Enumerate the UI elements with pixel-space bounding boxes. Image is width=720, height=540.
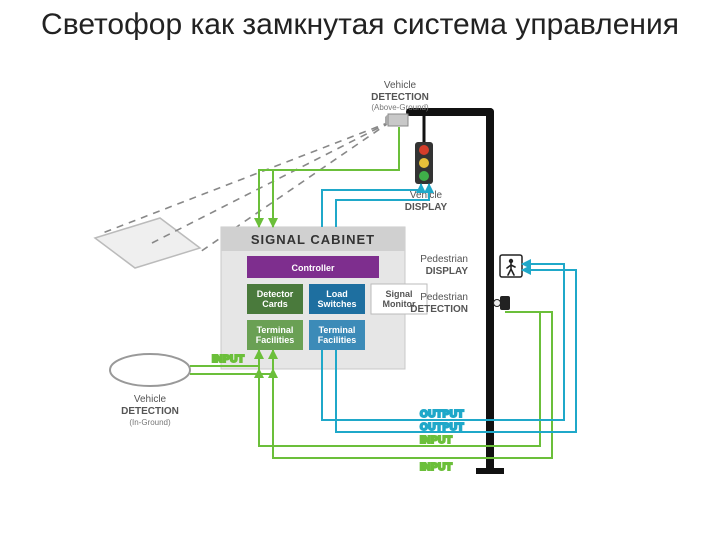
- svg-text:Switches: Switches: [317, 299, 356, 309]
- camera-icon: [385, 114, 408, 126]
- ground-loop-icon: [110, 354, 190, 386]
- ped-display-icon: [500, 255, 522, 277]
- svg-text:INPUT: INPUT: [420, 435, 453, 446]
- diagram-svg: SIGNAL CABINET Controller Detector Cards…: [0, 0, 720, 540]
- svg-text:DETECTION: DETECTION: [410, 304, 468, 315]
- fov-line: [100, 122, 390, 234]
- cabinet-title: SIGNAL CABINET: [251, 232, 375, 247]
- ped-button-icon: [494, 296, 511, 310]
- svg-text:DISPLAY: DISPLAY: [426, 266, 469, 277]
- svg-text:Pedestrian: Pedestrian: [420, 254, 468, 265]
- svg-text:Vehicle: Vehicle: [134, 394, 167, 405]
- svg-text:INPUT: INPUT: [212, 354, 245, 365]
- svg-text:Load: Load: [326, 289, 348, 299]
- pole-base: [476, 468, 504, 474]
- svg-text:Detector: Detector: [257, 289, 294, 299]
- svg-text:Cards: Cards: [262, 299, 288, 309]
- svg-text:Terminal: Terminal: [257, 325, 294, 335]
- svg-text:OUTPUT: OUTPUT: [420, 422, 464, 433]
- fov-line: [150, 122, 390, 244]
- signal-cabinet: SIGNAL CABINET Controller Detector Cards…: [221, 227, 427, 369]
- svg-text:INPUT: INPUT: [420, 462, 453, 473]
- svg-text:OUTPUT: OUTPUT: [420, 409, 464, 420]
- svg-text:DISPLAY: DISPLAY: [405, 202, 448, 213]
- svg-text:Facilities: Facilities: [256, 335, 295, 345]
- svg-text:DETECTION: DETECTION: [371, 92, 429, 103]
- svg-text:Pedestrian: Pedestrian: [420, 292, 468, 303]
- detection-plate: [95, 218, 200, 268]
- svg-text:Terminal: Terminal: [319, 325, 356, 335]
- svg-text:(Above-Ground): (Above-Ground): [371, 103, 429, 112]
- svg-text:Signal: Signal: [385, 289, 412, 299]
- traffic-light-icon: [415, 112, 433, 184]
- svg-text:Facilities: Facilities: [318, 335, 357, 345]
- vehicle-detection-above-label: Vehicle: [384, 80, 417, 91]
- svg-text:DETECTION: DETECTION: [121, 406, 179, 417]
- controller-label: Controller: [291, 263, 334, 273]
- svg-text:(In-Ground): (In-Ground): [129, 418, 171, 427]
